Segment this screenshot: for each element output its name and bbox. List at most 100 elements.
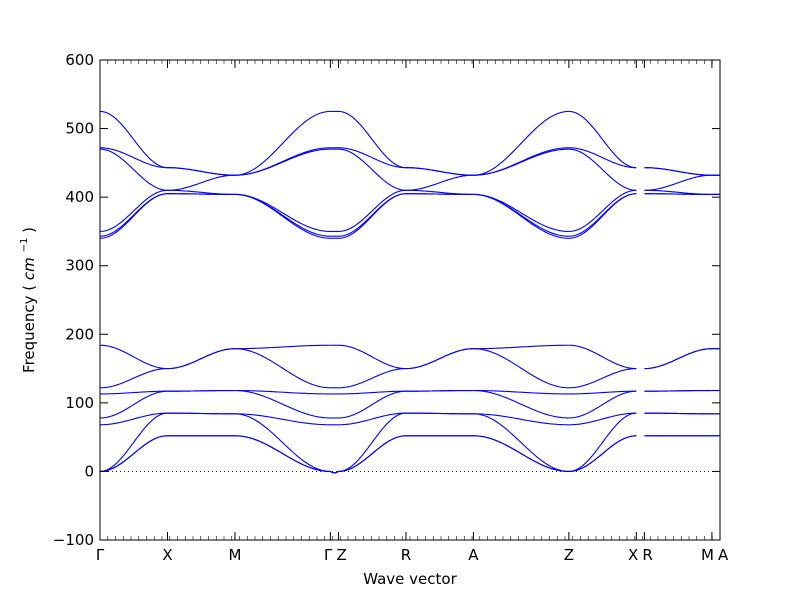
band-line (473, 389, 569, 395)
band-line (473, 348, 569, 389)
x-tick-label: Z (336, 546, 346, 564)
band-line (338, 412, 406, 472)
band-line (330, 470, 339, 474)
band-line (405, 189, 474, 195)
y-tick-label: 600 (65, 51, 94, 69)
band-line (568, 193, 637, 239)
band-line (99, 110, 168, 169)
band-line (338, 193, 406, 239)
x-tick-label: Γ (96, 546, 105, 564)
band-line (234, 344, 331, 350)
band-line (644, 174, 712, 191)
band-line (234, 110, 331, 176)
band-line (473, 193, 569, 239)
x-tick-label: A (468, 546, 479, 564)
band-line (338, 390, 406, 419)
band-line (568, 390, 637, 419)
band-line (405, 167, 474, 176)
x-tick-label: Γ (324, 546, 333, 564)
band-line (99, 189, 168, 232)
band-line (568, 344, 637, 370)
band-line (99, 390, 168, 419)
band-line (234, 413, 331, 426)
band-line (99, 344, 168, 370)
x-axis-label: Wave vector (363, 570, 457, 588)
band-line (405, 389, 474, 392)
band-line (338, 368, 406, 389)
band-layer (99, 110, 720, 474)
band-line (473, 147, 569, 176)
band-line (644, 348, 712, 370)
band-line (99, 412, 168, 426)
band-line (644, 167, 712, 176)
band-line (338, 390, 406, 395)
band-line (568, 412, 637, 472)
band-line (644, 389, 712, 392)
band-line (167, 189, 235, 195)
y-tick-label: 500 (65, 120, 94, 138)
band-line (338, 110, 406, 169)
x-tick-label: A (718, 546, 729, 564)
band-line (473, 110, 569, 176)
band-line (568, 147, 637, 169)
band-line (405, 412, 474, 415)
band-line (338, 412, 406, 426)
y-axis-label-text: Frequency (20, 295, 38, 373)
band-line (568, 193, 637, 237)
band-line (473, 413, 569, 472)
band-line (568, 390, 637, 395)
band-line (234, 435, 331, 472)
band-line (100, 390, 168, 395)
band-line (568, 110, 637, 169)
band-line (473, 413, 569, 426)
x-tick-label: Z (564, 546, 574, 564)
band-line (99, 193, 168, 237)
y-tick-label: 300 (65, 257, 94, 275)
band-line (234, 389, 331, 395)
band-line (338, 148, 406, 191)
band-line (338, 147, 406, 169)
band-line (473, 389, 569, 419)
x-tick-label: M (701, 546, 714, 564)
band-line (473, 435, 569, 472)
band-line (568, 435, 637, 472)
band-line (405, 174, 474, 191)
band-line (644, 189, 712, 195)
band-line (644, 412, 712, 415)
band-line (167, 348, 235, 370)
band-line (234, 413, 331, 472)
y-tick-label: 100 (65, 394, 94, 412)
band-line (167, 174, 235, 191)
plot-frame (99, 59, 721, 541)
x-tick-label: R (401, 546, 411, 564)
band-line (338, 435, 406, 472)
band-line (99, 435, 168, 472)
x-tick-label: X (628, 546, 638, 564)
y-axis-unit-close: ) (20, 227, 38, 233)
band-line (99, 148, 168, 191)
band-line (473, 344, 569, 350)
x-tick-label: X (162, 546, 172, 564)
band-line (234, 389, 331, 419)
band-line (234, 193, 331, 232)
band-line (234, 147, 331, 176)
y-tick-label: 400 (65, 188, 94, 206)
band-line (99, 193, 168, 239)
band-line (99, 368, 168, 389)
y-axis-unit-base: cm (20, 257, 38, 280)
x-tick-label: M (228, 546, 241, 564)
band-line (338, 193, 406, 237)
band-line (167, 412, 235, 415)
band-line (568, 189, 637, 232)
band-line (568, 412, 637, 426)
band-line (234, 348, 331, 389)
band-line (338, 189, 406, 232)
y-axis-label: Frequency ( cm −1 ) (13, 227, 38, 373)
band-line (473, 193, 569, 232)
y-tick-label: 200 (65, 325, 94, 343)
band-line (234, 193, 331, 239)
y-axis-unit-exp: −1 (19, 238, 30, 253)
band-line (99, 147, 168, 169)
band-line (167, 167, 235, 176)
